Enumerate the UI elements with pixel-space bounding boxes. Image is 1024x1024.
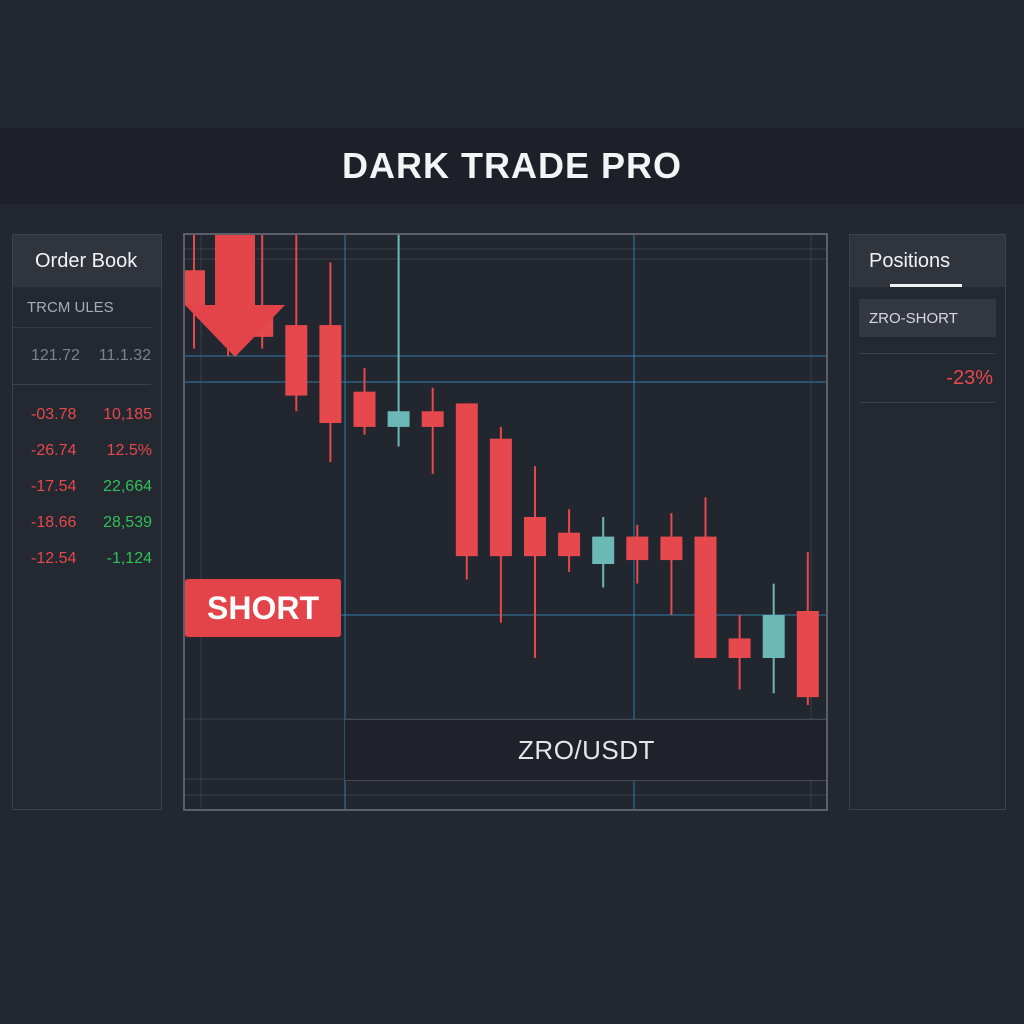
order-book-subheader: TRCM ULES [13, 287, 153, 328]
candle-body [387, 411, 410, 427]
pair-band: ZRO/USDT [345, 719, 826, 781]
order-book-row[interactable]: -17.54 22,664 [13, 469, 161, 505]
order-book-cell: -18.66 [31, 514, 77, 531]
tab-positions[interactable]: Positions [850, 235, 1005, 287]
candle-body [489, 438, 512, 557]
candle-body [353, 391, 376, 427]
order-book-cell: -1,124 [106, 550, 152, 567]
order-book-cell: 28,539 [103, 514, 152, 531]
order-book-panel: Order Book TRCM ULES 121.72 11.1.32 -03.… [12, 234, 162, 810]
candle-body [592, 536, 615, 564]
chart-panel[interactable]: ZRO/USDT SHORT [183, 233, 828, 811]
candle-body [796, 611, 819, 698]
candle-body [728, 638, 751, 658]
tab-active-underline [890, 284, 962, 287]
order-book-row[interactable]: -26.74 12.5% [13, 433, 161, 469]
order-book-cell: -03.78 [31, 406, 77, 423]
candle-body [185, 270, 205, 306]
order-book-cell: -12.54 [31, 550, 77, 567]
candle-body [626, 536, 649, 561]
short-button[interactable]: SHORT [185, 579, 341, 637]
divider [860, 353, 995, 354]
order-book-cell: 22,664 [103, 478, 152, 495]
candle-body [319, 325, 342, 423]
order-book-cell: 121.72 [31, 347, 80, 364]
order-book-reference-row: 121.72 11.1.32 [13, 328, 151, 385]
order-book-row[interactable]: -18.66 28,539 [13, 505, 161, 541]
position-label: ZRO-SHORT [869, 309, 958, 327]
candlestick-chart[interactable] [185, 235, 828, 811]
positions-title: Positions [869, 249, 951, 272]
candle-body [660, 536, 683, 561]
order-book-cell: -17.54 [31, 478, 77, 495]
candle-body [285, 325, 308, 396]
position-pnl: -23% [946, 366, 993, 389]
pair-label: ZRO/USDT [518, 734, 655, 765]
candle-body [558, 532, 581, 557]
order-book-cell: 12.5% [106, 442, 152, 459]
divider [860, 402, 995, 403]
order-book-cell: 10,185 [103, 406, 152, 423]
positions-panel: Positions ZRO-SHORT -23% [849, 234, 1006, 810]
candle-body [421, 411, 444, 427]
order-book-cell: 11.1.32 [98, 347, 151, 364]
candle-body [694, 536, 717, 658]
position-item[interactable]: ZRO-SHORT [859, 299, 996, 337]
order-book-rows: -03.78 10,185 -26.74 12.5% -17.54 22,664 -18.6… [13, 397, 161, 577]
order-book-cell: -26.74 [31, 442, 77, 459]
order-book-title: Order Book [13, 235, 161, 287]
title-bar: DARK TRADE PRO [0, 128, 1024, 204]
order-book-row[interactable]: -03.78 10,185 [13, 397, 161, 433]
candle-body [455, 403, 478, 557]
candle-body [524, 517, 546, 557]
app-title: DARK TRADE PRO [341, 145, 682, 186]
order-book-row[interactable]: -12.54 -1,124 [13, 541, 161, 577]
candle-body [762, 614, 785, 658]
down-arrow-icon [185, 235, 285, 357]
